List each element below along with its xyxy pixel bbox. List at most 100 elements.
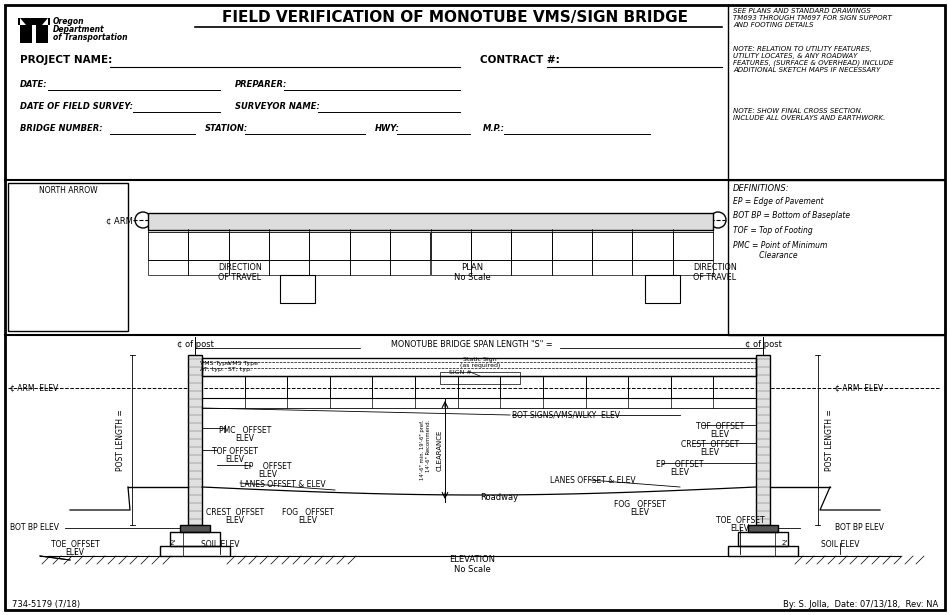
Text: ¢ ARM: ¢ ARM	[106, 216, 133, 226]
Bar	[430, 260, 471, 275]
Text: DIRECTION
OF TRAVEL: DIRECTION OF TRAVEL	[218, 263, 262, 282]
Text: SOIL ELEV: SOIL ELEV	[200, 540, 239, 549]
Bar	[390, 232, 430, 260]
Text: Static Sign
(as required): Static Sign (as required)	[460, 357, 501, 368]
Bar	[552, 232, 592, 260]
Text: PMC = Point of Minimum
           Clearance: PMC = Point of Minimum Clearance	[733, 241, 827, 260]
Polygon shape	[42, 18, 48, 25]
Text: ELEV: ELEV	[731, 524, 750, 533]
Text: FOG   OFFSET: FOG OFFSET	[614, 500, 666, 509]
Text: ELEV: ELEV	[225, 516, 244, 525]
Bar	[148, 260, 188, 275]
Text: PROJECT NAME:: PROJECT NAME:	[20, 55, 112, 65]
Text: DATE:: DATE:	[20, 80, 48, 89]
Text: SOIL ELEV: SOIL ELEV	[821, 540, 859, 549]
Text: TOF OFFSET: TOF OFFSET	[212, 447, 258, 456]
Text: HWY:: HWY:	[375, 124, 400, 133]
Bar	[188, 355, 202, 525]
Text: SURVEYOR NAME:: SURVEYOR NAME:	[235, 102, 320, 111]
Text: ELEV: ELEV	[66, 548, 85, 557]
Text: 734-5179 (7/18): 734-5179 (7/18)	[12, 600, 80, 609]
Text: TOE  OFFSET: TOE OFFSET	[715, 516, 765, 525]
Text: PMC   OFFSET: PMC OFFSET	[218, 426, 271, 435]
Text: TOE  OFFSET: TOE OFFSET	[50, 540, 100, 549]
Text: TOF  OFFSET: TOF OFFSET	[695, 422, 744, 431]
Text: BOT BP ELEV: BOT BP ELEV	[835, 523, 884, 533]
Bar	[430, 232, 471, 260]
Text: of Transportation: of Transportation	[53, 33, 127, 42]
Text: CLEARANCE: CLEARANCE	[437, 429, 443, 470]
Bar	[511, 232, 552, 260]
Polygon shape	[20, 18, 26, 25]
Text: FIELD VERIFICATION OF MONOTUBE VMS/SIGN BRIDGE: FIELD VERIFICATION OF MONOTUBE VMS/SIGN …	[222, 10, 688, 25]
Text: POST LENGTH =: POST LENGTH =	[825, 409, 834, 471]
Bar	[738, 532, 788, 546]
Text: BRIDGE NUMBER:: BRIDGE NUMBER:	[20, 124, 103, 133]
Text: EP    OFFSET: EP OFFSET	[656, 460, 704, 469]
Polygon shape	[36, 18, 48, 43]
Text: PLAN
No Scale: PLAN No Scale	[454, 263, 490, 282]
Text: ELEV: ELEV	[671, 468, 690, 477]
Bar	[269, 260, 310, 275]
Text: SEE PLANS AND STANDARD DRAWINGS
TM693 THROUGH TM697 FOR SIGN SUPPORT
AND FOOTING: SEE PLANS AND STANDARD DRAWINGS TM693 TH…	[733, 8, 892, 28]
Bar	[592, 260, 633, 275]
Text: Department: Department	[53, 25, 104, 34]
Bar	[280, 275, 315, 303]
Text: ELEV: ELEV	[225, 455, 244, 464]
Bar	[229, 260, 269, 275]
Text: ¢ ARM  ELEV: ¢ ARM ELEV	[835, 384, 884, 392]
Text: Roadway: Roadway	[480, 493, 518, 501]
Bar	[269, 232, 310, 260]
Text: FOG   OFFSET: FOG OFFSET	[282, 508, 334, 517]
Text: VMS Type
AT, typ.: VMS Type AT, typ.	[200, 361, 230, 372]
Bar	[440, 372, 520, 384]
Text: ELEV: ELEV	[700, 448, 719, 457]
Text: ELEV: ELEV	[631, 508, 650, 517]
Bar	[160, 546, 230, 556]
Bar	[188, 232, 229, 260]
Bar	[229, 232, 269, 260]
Text: TOF = Top of Footing: TOF = Top of Footing	[733, 226, 813, 235]
Polygon shape	[20, 18, 32, 43]
Bar	[170, 532, 220, 546]
Text: M.P.:: M.P.:	[483, 124, 505, 133]
Bar	[673, 260, 713, 275]
Text: MONOTUBE BRIDGE SPAN LENGTH "S" =: MONOTUBE BRIDGE SPAN LENGTH "S" =	[391, 340, 553, 349]
Bar	[728, 180, 945, 335]
Text: DEFINITIONS:: DEFINITIONS:	[733, 184, 789, 193]
Bar	[592, 232, 633, 260]
Text: CONTRACT #:: CONTRACT #:	[480, 55, 560, 65]
Text: Oregon: Oregon	[53, 17, 85, 26]
Text: NOTE: RELATION TO UTILITY FEATURES,
UTILITY LOCATES, & ANY ROADWAY
FEATURES, (SU: NOTE: RELATION TO UTILITY FEATURES, UTIL…	[733, 46, 893, 74]
Text: 14'-6" min. 19'-6" pref.
14'-6" Recommend.: 14'-6" min. 19'-6" pref. 14'-6" Recommen…	[420, 420, 431, 480]
Text: PREPARER:: PREPARER:	[235, 80, 287, 89]
Bar	[350, 260, 390, 275]
Polygon shape	[18, 18, 50, 25]
Text: ELEV: ELEV	[298, 516, 317, 525]
Text: LANES OFFSET & ELEV: LANES OFFSET & ELEV	[550, 476, 636, 485]
Text: ¢ of post: ¢ of post	[177, 340, 214, 349]
Bar	[310, 232, 350, 260]
Text: NOTE: SHOW FINAL CROSS SECTION.
INCLUDE ALL OVERLAYS AND EARTHWORK.: NOTE: SHOW FINAL CROSS SECTION. INCLUDE …	[733, 108, 885, 121]
Text: ELEV: ELEV	[258, 470, 277, 479]
Text: SIGN #: SIGN #	[449, 370, 472, 375]
Bar	[633, 260, 673, 275]
Bar	[645, 275, 680, 303]
Bar	[633, 232, 673, 260]
Bar	[756, 355, 770, 525]
Text: ELEV: ELEV	[236, 434, 255, 443]
Bar	[310, 260, 350, 275]
Text: ELEVATION
No Scale: ELEVATION No Scale	[449, 555, 495, 574]
Text: BOT SIGNS/VMS/WLKY  ELEV: BOT SIGNS/VMS/WLKY ELEV	[512, 410, 620, 419]
Text: ¢ ARM  ELEV: ¢ ARM ELEV	[10, 384, 58, 392]
Text: 2': 2'	[782, 540, 788, 546]
Bar	[202, 358, 756, 376]
Text: BOT BP = Bottom of Baseplate: BOT BP = Bottom of Baseplate	[733, 211, 850, 220]
Text: VMS Type
ST, typ.: VMS Type ST, typ.	[228, 361, 258, 372]
Text: NORTH ARROW: NORTH ARROW	[39, 186, 97, 195]
Text: LANES OFFSET & ELEV: LANES OFFSET & ELEV	[240, 480, 326, 489]
Text: POST LENGTH =: POST LENGTH =	[116, 409, 125, 471]
Bar	[748, 525, 778, 532]
Bar	[180, 525, 210, 532]
Bar	[471, 260, 511, 275]
